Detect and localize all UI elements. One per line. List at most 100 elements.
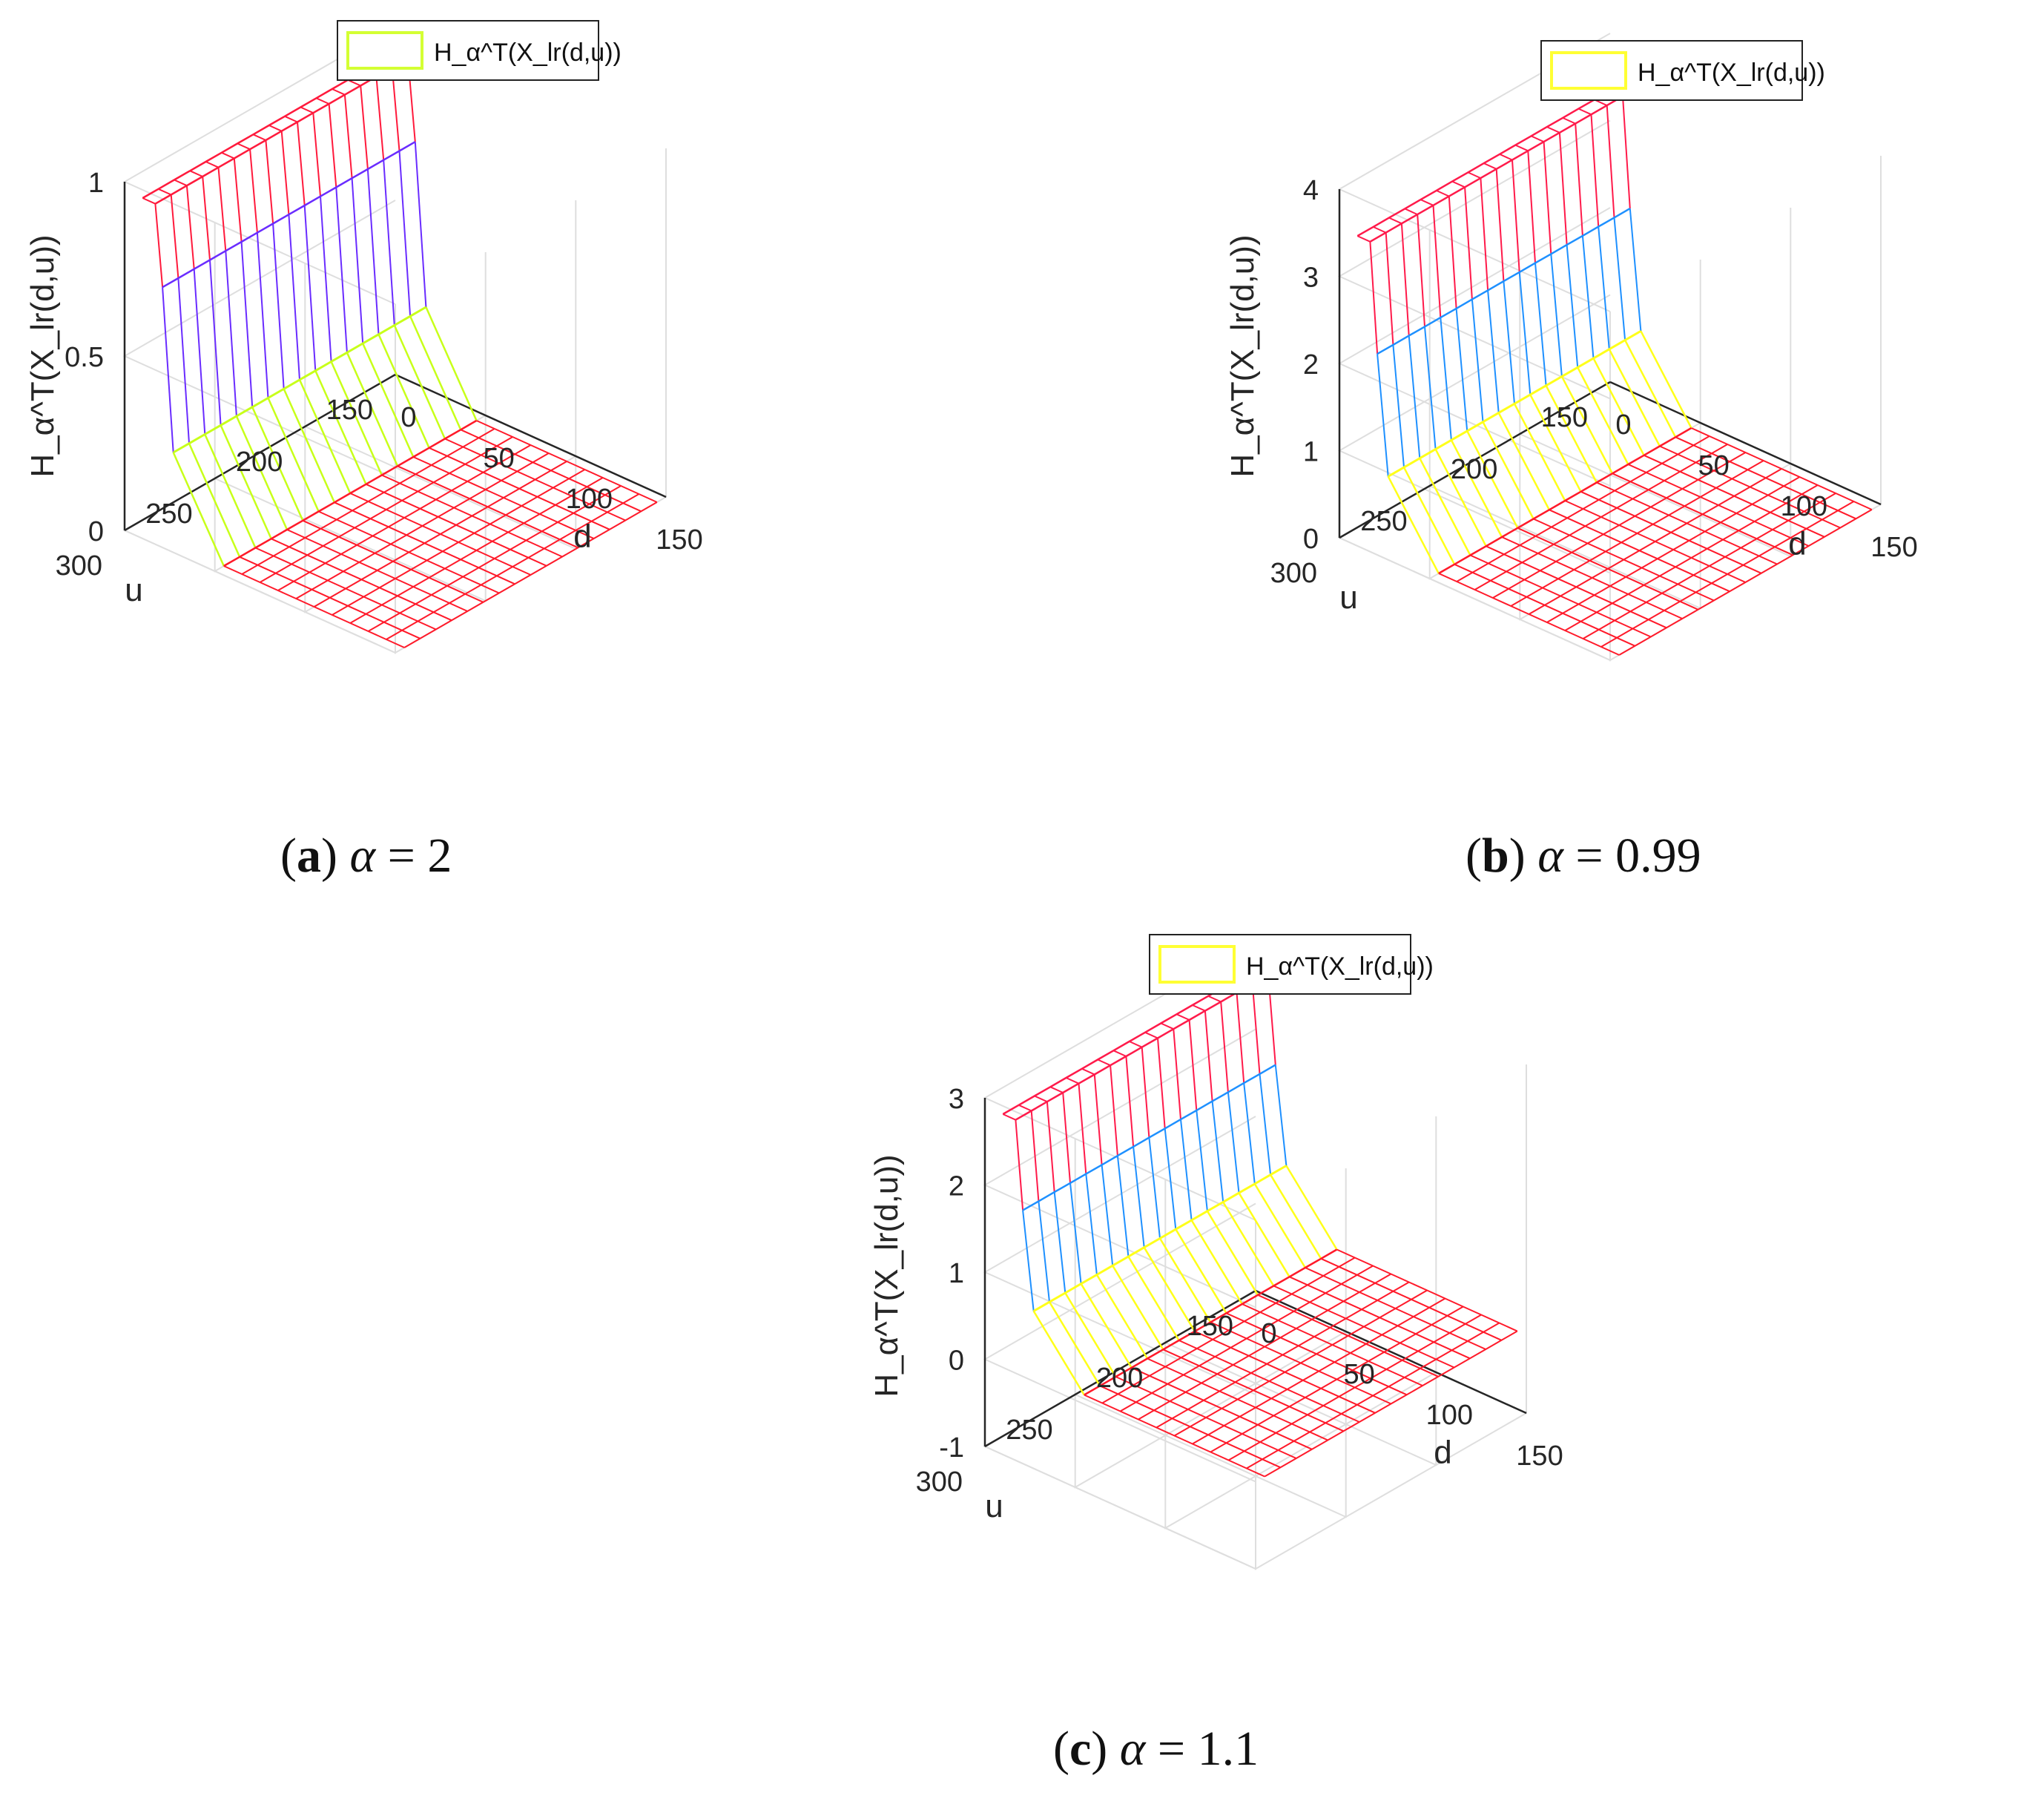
chart-panel-a: 0 50 100 150 150 200 250 300 0 0.5 1 d u H_α^T(X_lr(d… <box>0 0 1022 912</box>
legend: H_α^T(X_lr(d,u)) <box>337 20 622 81</box>
plateau-mesh-line <box>1018 1104 1032 1112</box>
plateau-mesh-line <box>189 170 203 177</box>
lower-wall-line <box>1222 1201 1275 1287</box>
plateau-edge-back <box>1356 90 1611 237</box>
legend-label: H_α^T(X_lr(d,u)) <box>434 39 622 67</box>
upper-wall-line <box>1511 159 1520 272</box>
upper-wall-line <box>1369 241 1379 355</box>
middle-wall-line <box>177 277 190 444</box>
middle-wall-line <box>1487 290 1500 413</box>
lower-wall-line <box>1434 449 1487 547</box>
lower-wall-line <box>1497 412 1551 510</box>
ticks-group: 0 50 100 150 150 200 250 300-1 0 1 2 3 <box>916 1084 1563 1498</box>
lower-wall-line <box>1402 467 1456 565</box>
x-tick-label: 50 <box>1698 450 1730 481</box>
plateau-mesh-line <box>316 97 330 105</box>
plateau-mesh-line <box>221 151 235 159</box>
legend-swatch <box>1158 945 1236 984</box>
middle-wall-line <box>1408 335 1421 458</box>
middle-wall-line <box>383 159 395 326</box>
y-tick-label: 300 <box>56 550 102 582</box>
legend: H_α^T(X_lr(d,u)) <box>1540 40 1825 101</box>
middle-wall-line <box>1566 245 1579 368</box>
middle-wall-line <box>1613 217 1626 340</box>
middle-wall-line <box>1518 271 1532 395</box>
floor-mesh-line-d <box>1192 1297 1446 1445</box>
middle-wall-line <box>1022 1210 1035 1311</box>
x-tick-label: 100 <box>566 484 613 515</box>
chart-panel-b: 0 50 100 150 150 200 250 300 0 1 2 3 4 d u H_α^T(X_lr(d… <box>1022 0 2044 912</box>
plateau-mesh-line <box>1451 180 1466 188</box>
middle-wall-line <box>1133 1146 1145 1248</box>
floor-mesh-line-d <box>1101 1257 1356 1404</box>
lower-wall-line <box>1048 1301 1101 1386</box>
lower-wall-line <box>1270 1174 1322 1260</box>
lower-wall-line <box>1112 1265 1164 1350</box>
x-tick-label: 150 <box>656 524 702 556</box>
lower-wall-line <box>1190 1219 1243 1305</box>
upper-wall-line <box>202 176 211 260</box>
x-axis-line <box>1255 1289 1527 1415</box>
upper-wall-line <box>1046 1102 1055 1193</box>
plateau-mesh-line <box>1176 1013 1190 1021</box>
floor-mesh-line-d <box>1564 484 1819 631</box>
z-tick-label: 0 <box>949 1346 964 1377</box>
lower-wall-line <box>346 352 399 467</box>
z-axis-label: H_α^T(X_lr(d,u)) <box>24 234 61 477</box>
y-axis-line <box>124 373 396 532</box>
x-axis-label: d <box>1434 1435 1451 1471</box>
lower-wall-line <box>1482 421 1534 520</box>
plateau-edge-front <box>1015 973 1269 1121</box>
upper-wall-line <box>1078 1083 1087 1174</box>
y-tick-label: 200 <box>236 447 283 478</box>
floor-mesh-line-d <box>1546 476 1801 623</box>
legend-label: H_α^T(X_lr(d,u)) <box>1246 952 1434 981</box>
x-tick-label: 0 <box>400 402 416 433</box>
z-tick-label: 0.5 <box>65 342 104 373</box>
floor-mesh-line-d <box>1456 435 1710 582</box>
z-tick-label: 2 <box>1303 349 1319 381</box>
upper-wall-line <box>217 167 227 251</box>
upper-wall-line <box>312 113 321 197</box>
middle-wall-line <box>1180 1119 1193 1221</box>
plateau-mesh-line <box>252 134 266 141</box>
floor-edge <box>1438 427 1692 575</box>
middle-wall-line <box>240 241 254 407</box>
grid-line-u <box>124 304 396 654</box>
lower-wall-line <box>267 397 320 513</box>
upper-wall-line <box>265 139 274 224</box>
lower-wall-line <box>220 424 272 539</box>
plateau-mesh-line <box>1034 1095 1048 1103</box>
middle-wall-line <box>414 142 427 308</box>
middle-wall-line <box>1243 1082 1256 1185</box>
middle-wall-line <box>1550 254 1563 377</box>
lower-wall-line <box>1080 1283 1133 1369</box>
axes-group <box>123 182 667 532</box>
caption-c-letter: c <box>1069 1722 1092 1776</box>
legend-swatch <box>346 31 423 70</box>
plateau-mesh-line <box>1546 126 1560 134</box>
floor-mesh-line-d <box>260 436 513 583</box>
floor-mesh-line-d <box>1529 468 1782 615</box>
grid-line-z <box>1337 119 1611 400</box>
lower-wall-line <box>378 334 430 449</box>
caption-b: (b) α = 0.99 <box>1466 829 1701 883</box>
z-tick-label: -1 <box>939 1432 964 1464</box>
plateau-mesh-line <box>347 79 361 87</box>
y-tick-label: 300 <box>916 1466 963 1498</box>
plateau-mesh-line <box>1192 1004 1206 1012</box>
lower-wall-line <box>172 452 225 567</box>
floor-mesh-line-d <box>241 428 495 575</box>
caption-c-eq: = 1.1 <box>1157 1722 1259 1776</box>
middle-wall-line <box>1164 1128 1177 1230</box>
floor-edge <box>1084 1248 1338 1396</box>
floor-mesh-line-d <box>1600 501 1855 648</box>
y-tick-label: 150 <box>326 395 373 426</box>
floor-mesh-line-d <box>1618 509 1873 656</box>
plateau-mesh-line <box>174 179 188 187</box>
upper-wall-line <box>1575 123 1583 236</box>
x-axis-label: d <box>1788 526 1806 562</box>
upper-wall-line <box>280 131 290 215</box>
caption-b-symbol: α <box>1537 829 1563 883</box>
upper-wall-line <box>1030 1110 1040 1202</box>
